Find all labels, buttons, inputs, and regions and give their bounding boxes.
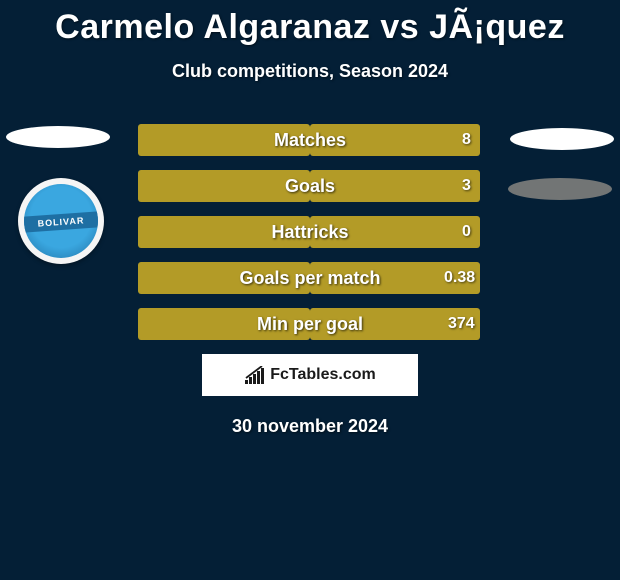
- bar-right: [310, 124, 480, 156]
- stat-row: Goals3: [0, 170, 620, 202]
- page-title: Carmelo Algaranaz vs JÃ¡quez: [0, 0, 620, 47]
- bar-value-right: 8: [462, 124, 471, 156]
- bar-right: [310, 216, 480, 248]
- bar-value-right: 0.38: [444, 262, 475, 294]
- chart-icon: [244, 366, 266, 384]
- bar-left: [138, 308, 310, 340]
- bar-left: [138, 262, 310, 294]
- source-badge: FcTables.com: [202, 354, 418, 396]
- stat-row: Hattricks0: [0, 216, 620, 248]
- bar-value-right: 0: [462, 216, 471, 248]
- bar-value-right: 374: [448, 308, 475, 340]
- stat-row: Matches8: [0, 124, 620, 156]
- bar-value-right: 3: [462, 170, 471, 202]
- bar-left: [138, 216, 310, 248]
- stat-bars: Matches8 Goals3 Hattricks0 Goals per match0…: [0, 124, 620, 340]
- bar-left: [138, 124, 310, 156]
- stat-row: Min per goal374: [0, 308, 620, 340]
- date-text: 30 november 2024: [0, 416, 620, 437]
- stat-row: Goals per match0.38: [0, 262, 620, 294]
- page-subtitle: Club competitions, Season 2024: [0, 61, 620, 82]
- bar-right: [310, 170, 480, 202]
- bar-left: [138, 170, 310, 202]
- badge-text: FcTables.com: [270, 366, 376, 384]
